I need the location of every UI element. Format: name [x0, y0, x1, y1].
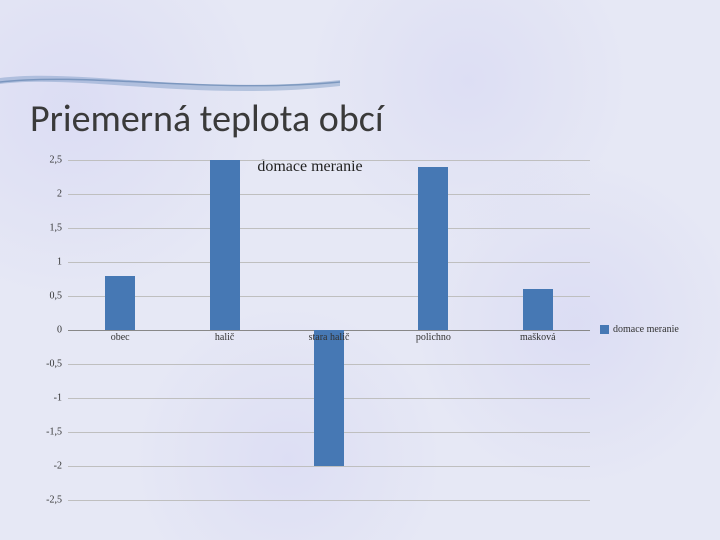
y-tick-label: -1,5	[32, 427, 62, 438]
x-tick-label: obec	[111, 332, 130, 343]
legend-swatch	[600, 325, 609, 334]
x-tick-label: polichno	[416, 332, 451, 343]
grid-line	[68, 466, 590, 467]
chart-legend: domace meranie	[600, 324, 679, 335]
chart-plot-area: 2,521,510,50-0,5-1-1,5-2-2,5obechaličsta…	[68, 160, 590, 500]
grid-line	[68, 160, 590, 161]
grid-line	[68, 262, 590, 263]
bar	[418, 167, 448, 330]
grid-line	[68, 228, 590, 229]
chart: domace meranie 2,521,510,50-0,5-1-1,5-2-…	[30, 160, 690, 520]
y-tick-label: -2	[32, 461, 62, 472]
grid-line	[68, 296, 590, 297]
y-tick-label: 2,5	[32, 155, 62, 166]
y-tick-label: 1	[32, 257, 62, 268]
y-tick-label: 0,5	[32, 291, 62, 302]
bar	[314, 330, 344, 466]
grid-line	[68, 194, 590, 195]
grid-line	[68, 500, 590, 501]
y-tick-label: -1	[32, 393, 62, 404]
slide: Priemerná teplota obcí domace meranie 2,…	[0, 0, 720, 540]
x-tick-label: mašková	[520, 332, 556, 343]
legend-label: domace meranie	[613, 324, 679, 335]
bar	[105, 276, 135, 330]
bar	[210, 160, 240, 330]
y-tick-label: 1,5	[32, 223, 62, 234]
x-tick-label: stara halič	[309, 332, 350, 343]
x-tick-label: halič	[215, 332, 234, 343]
decorative-swoosh	[0, 68, 340, 98]
y-tick-label: -0,5	[32, 359, 62, 370]
slide-title: Priemerná teplota obcí	[30, 96, 384, 142]
bar	[523, 289, 553, 330]
y-tick-label: 2	[32, 189, 62, 200]
y-tick-label: -2,5	[32, 495, 62, 506]
y-tick-label: 0	[32, 325, 62, 336]
